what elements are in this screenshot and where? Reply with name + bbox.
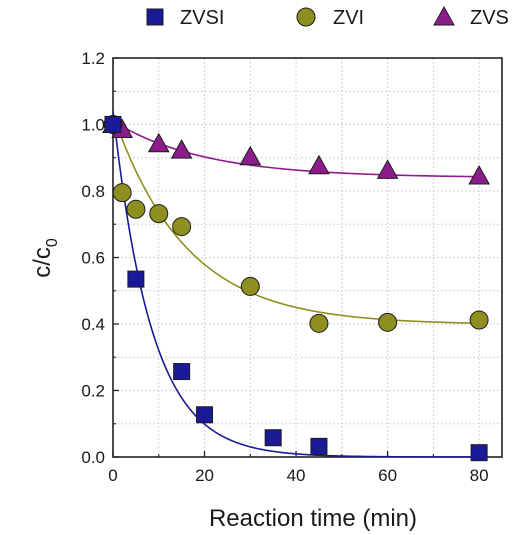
legend-item-zvsi: ZVSI [146, 7, 224, 29]
x-axis-title: Reaction time (min) [209, 505, 417, 532]
point-zvs [170, 139, 193, 159]
y-axis-title: c/c0 [29, 238, 61, 278]
point-zvsi [196, 406, 214, 424]
point-zvsi [104, 116, 122, 133]
point-zvi [172, 217, 192, 237]
y-tick-label: 0.2 [81, 382, 105, 401]
point-zvsi [127, 270, 145, 288]
point-zvi [309, 313, 329, 333]
x-tick-label: 0 [108, 466, 117, 485]
fit-curve-zvs [112, 120, 480, 178]
y-tick-label: 0.6 [81, 249, 105, 268]
point-zvs [147, 132, 170, 153]
y-tick-label: 1.2 [81, 49, 105, 68]
point-zvs [376, 159, 399, 179]
point-zvs [308, 154, 330, 175]
data-points [102, 113, 490, 462]
fit-curves [112, 111, 480, 458]
legend-label-zvi: ZVI [333, 7, 364, 29]
legend-item-zvi: ZVI [296, 7, 364, 29]
x-tick-label: 80 [470, 466, 489, 485]
axis-ticks: 0 20 40 60 80 0.0 0.2 0.4 0.6 0.8 1.0 1.2 [81, 49, 488, 485]
legend-marker-zvsi [146, 8, 164, 26]
point-zvi [126, 199, 146, 219]
legend-marker-zvi [296, 7, 316, 27]
legend-label-zvs: ZVS [470, 7, 509, 29]
x-tick-label: 60 [378, 466, 397, 485]
point-zvs [239, 145, 262, 166]
y-tick-label: 0.8 [81, 182, 105, 201]
point-zvi [112, 183, 132, 203]
point-zvi [378, 312, 398, 332]
fit-curve-zvsi [112, 111, 480, 458]
y-axis-title-subscript: 0 [44, 238, 61, 247]
point-zvsi [173, 363, 191, 381]
point-zvi [240, 276, 260, 296]
x-tick-label: 40 [287, 466, 306, 485]
grid [113, 58, 502, 457]
x-tick-label: 20 [195, 466, 214, 485]
legend-label-zvsi: ZVSI [180, 7, 224, 29]
legend: ZVSI ZVI ZVS [146, 5, 509, 29]
y-tick-label: 0.0 [81, 448, 105, 467]
point-zvi [469, 310, 489, 330]
legend-item-zvs: ZVS [433, 5, 509, 29]
y-tick-label: 0.4 [81, 315, 105, 334]
legend-marker-zvs [433, 5, 455, 26]
y-axis-title-main: c/c [29, 247, 56, 278]
y-tick-label: 1.0 [81, 116, 105, 135]
point-zvs [468, 165, 490, 185]
fit-curve-zvi [112, 114, 480, 325]
point-zvsi [310, 437, 328, 455]
point-zvi [149, 204, 169, 224]
point-zvsi [470, 444, 488, 462]
point-zvsi [264, 429, 282, 447]
plot-frame [112, 57, 503, 458]
